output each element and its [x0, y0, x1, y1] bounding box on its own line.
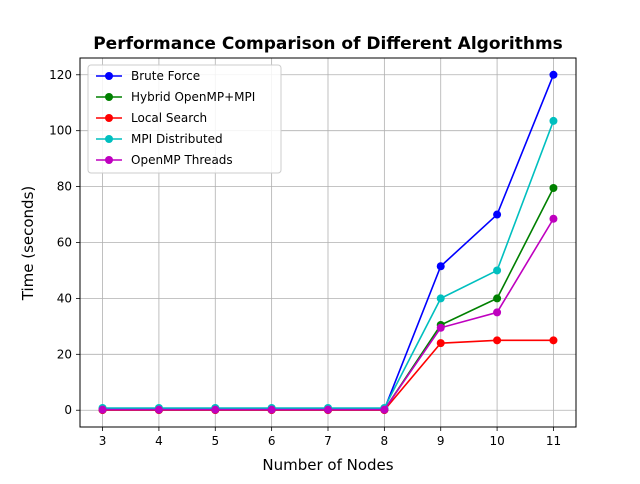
x-tick-label: 4: [155, 434, 163, 448]
axis-ticks: 3 4 5 6 7 8 9 10 11 0 20 40 60 80 100 120: [49, 68, 561, 448]
data-point: [549, 336, 558, 345]
data-point: [493, 336, 502, 345]
x-tick-label: 6: [268, 434, 276, 448]
data-point: [154, 405, 163, 414]
legend-entry-brute-force: Brute Force: [96, 69, 200, 83]
y-tick-label: 100: [49, 124, 72, 138]
legend-label: Local Search: [131, 111, 207, 125]
legend-entry-mpi-distributed: MPI Distributed: [96, 132, 223, 146]
legend-label: OpenMP Threads: [131, 153, 233, 167]
legend-marker: [105, 156, 113, 164]
data-point: [436, 294, 445, 303]
legend-box: [87, 64, 282, 174]
legend-label: Hybrid OpenMP+MPI: [131, 90, 255, 104]
x-tick-label: 8: [381, 434, 389, 448]
data-point: [380, 405, 389, 414]
x-tick-label: 7: [324, 434, 332, 448]
legend-entry-local-search: Local Search: [96, 111, 207, 125]
data-point: [493, 210, 502, 219]
legend-label: Brute Force: [131, 69, 200, 83]
x-axis-label: Number of Nodes: [262, 456, 393, 474]
data-point: [436, 323, 445, 332]
y-tick-label: 60: [57, 236, 72, 250]
series-layer: [98, 70, 558, 415]
data-point: [493, 308, 502, 317]
data-point: [324, 405, 332, 414]
data-point: [211, 405, 220, 414]
y-tick-label: 80: [57, 180, 72, 194]
y-tick-label: 20: [57, 347, 72, 361]
x-tick-label: 5: [211, 434, 219, 448]
chart-title: Performance Comparison of Different Algo…: [93, 34, 563, 54]
y-tick-label: 120: [49, 68, 72, 82]
x-tick-label: 9: [437, 434, 445, 448]
legend-marker: [105, 93, 113, 101]
data-point: [98, 405, 107, 414]
legend-label: MPI Distributed: [131, 132, 223, 146]
data-point: [436, 339, 445, 348]
y-tick-label: 40: [57, 291, 72, 305]
legend-marker: [105, 114, 113, 122]
series-openmp-threads: [98, 214, 558, 414]
y-axis-label: Time (seconds): [19, 186, 37, 302]
legend: Brute Force Hybrid OpenMP+MPI Local Search…: [87, 64, 282, 174]
legend-marker: [105, 72, 113, 80]
data-point: [549, 183, 558, 192]
data-point: [493, 294, 502, 303]
data-point: [493, 266, 502, 275]
data-point: [549, 116, 558, 125]
x-tick-label: 10: [489, 434, 504, 448]
x-tick-label: 3: [99, 434, 107, 448]
legend-entry-hybrid-openmp-mpi: Hybrid OpenMP+MPI: [96, 90, 255, 104]
data-point: [267, 405, 276, 414]
data-point: [436, 262, 445, 271]
legend-entry-openmp-threads: OpenMP Threads: [96, 153, 233, 167]
legend-marker: [105, 135, 113, 143]
y-tick-label: 0: [64, 403, 72, 417]
data-point: [549, 70, 558, 79]
data-point: [549, 214, 558, 223]
x-tick-label: 11: [546, 434, 561, 448]
